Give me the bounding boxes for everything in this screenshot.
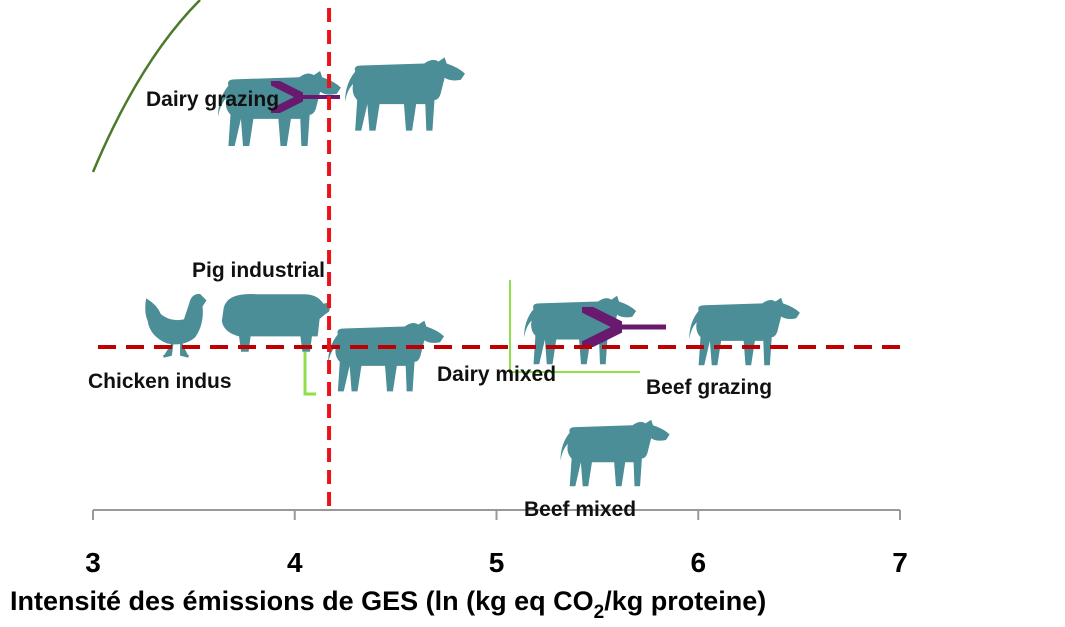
annotation: Beef mixed	[524, 498, 636, 521]
connector	[303, 352, 316, 396]
x-tick-label: 5	[489, 547, 505, 578]
chart-layer: 3 4 5 6 7 Dairy grazing Pig industrial Chicken …	[85, 8, 908, 578]
annotation: Pig industrial	[192, 259, 325, 282]
x-axis-label: Intensité des émissions de GES (ln (kg e…	[10, 586, 766, 623]
pig-icon	[221, 293, 332, 352]
cow-icon	[345, 57, 465, 131]
cow-icon	[328, 320, 445, 392]
x-tick-label: 4	[287, 547, 303, 578]
cow-icon	[689, 297, 800, 366]
x-tick-label: 6	[690, 547, 706, 578]
curve	[91, 0, 201, 173]
annotation: Dairy grazing	[146, 88, 279, 111]
annotation: Dairy mixed	[437, 363, 556, 386]
x-tick-label: 3	[85, 547, 101, 578]
cow-icon	[524, 295, 637, 365]
x-tick-label: 7	[892, 547, 908, 578]
annotation: Beef grazing	[646, 376, 772, 399]
annotation: Chicken indus	[88, 370, 232, 393]
connector	[509, 280, 640, 373]
cow-icon	[560, 419, 670, 487]
